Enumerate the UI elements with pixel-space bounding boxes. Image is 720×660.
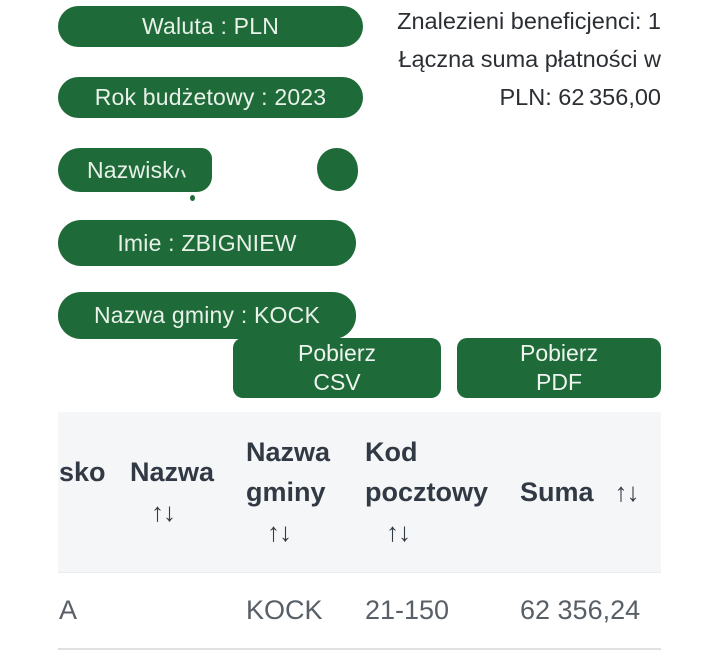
redaction-scribble bbox=[181, 169, 186, 178]
download-csv-button[interactable]: Pobierz CSV bbox=[233, 338, 441, 398]
filter-chip-nazwa-gminy[interactable]: Nazwa gminy : KOCK bbox=[58, 292, 356, 339]
column-header-nazwa-gminy[interactable]: Nazwa gminy ↑↓ bbox=[246, 412, 364, 572]
cell-suma: 62 356,24 bbox=[520, 595, 641, 625]
sort-icon: ↑↓ bbox=[151, 497, 176, 527]
column-header-nazwisko-truncated[interactable]: sko ↑↓ bbox=[58, 412, 128, 572]
download-pdf-button[interactable]: Pobierz PDF bbox=[457, 338, 661, 398]
cell-kod-pocztowy: 21-150 bbox=[365, 595, 450, 625]
filter-chip-rok-label: Rok budżetowy : 2023 bbox=[94, 84, 327, 110]
summary-beneficiaries-count: Znalezieni beneficjenci: 1 bbox=[397, 8, 661, 34]
redaction-blob bbox=[317, 148, 358, 191]
filter-chip-waluta-label: Waluta : PLN bbox=[141, 13, 280, 39]
filter-chip-waluta[interactable]: Waluta : PLN bbox=[58, 6, 363, 47]
column-header-nazwisko-label: sko bbox=[59, 457, 106, 487]
redaction-dot bbox=[190, 195, 195, 201]
column-header-gminy-label-line1: Nazwa bbox=[246, 437, 331, 467]
sort-icon: ↑↓ bbox=[267, 517, 292, 547]
column-header-suma[interactable]: Suma ↑↓ bbox=[488, 412, 661, 572]
download-csv-line2: CSV bbox=[313, 369, 361, 395]
column-header-nazwa-label: Nazwa bbox=[130, 457, 215, 487]
redaction-scribble bbox=[174, 167, 180, 178]
filter-chip-imie-label: Imie : ZBIGNIEW bbox=[117, 229, 297, 256]
download-pdf-line1: Pobierz bbox=[520, 340, 598, 366]
sort-icon: ↑↓ bbox=[386, 517, 411, 547]
filter-chip-nazwisko-label: Nazwisk bbox=[86, 156, 175, 183]
column-header-kod-pocztowy[interactable]: Kod pocztowy ↑↓ bbox=[364, 412, 488, 572]
filter-chip-imie[interactable]: Imie : ZBIGNIEW bbox=[58, 220, 356, 266]
column-header-gminy-label-line2: gminy bbox=[246, 477, 326, 507]
filter-chip-nazwisko-redacted[interactable]: Nazwisk bbox=[58, 148, 212, 192]
results-summary: Znalezieni beneficjenci: 1 Łączna suma p… bbox=[331, 2, 661, 116]
filter-chip-gmina-label: Nazwa gminy : KOCK bbox=[94, 302, 320, 328]
cell-nazwa-gminy: KOCK bbox=[246, 595, 323, 625]
filter-chip-rok-budzetowy[interactable]: Rok budżetowy : 2023 bbox=[58, 77, 363, 118]
column-header-suma-label: Suma bbox=[520, 477, 594, 507]
column-header-nazwa[interactable]: Nazwa ↑↓ bbox=[128, 412, 246, 572]
table-row: A KOCK 21-150 62 356,24 bbox=[58, 573, 661, 650]
download-csv-line1: Pobierz bbox=[298, 340, 376, 366]
column-header-kod-label-line2: pocztowy bbox=[365, 477, 489, 507]
sort-icon: ↑↓ bbox=[614, 477, 640, 507]
column-header-kod-label-line1: Kod bbox=[365, 437, 418, 467]
download-pdf-line2: PDF bbox=[536, 369, 582, 395]
cell-nazwisko-truncated: A bbox=[59, 595, 78, 625]
summary-total-amount: PLN: 62 356,00 bbox=[499, 84, 662, 110]
results-table: sko ↑↓ Nazwa ↑↓ Nazwa gminy ↑↓ Kod poczt… bbox=[58, 412, 661, 650]
results-table-header: sko ↑↓ Nazwa ↑↓ Nazwa gminy ↑↓ Kod poczt… bbox=[58, 412, 661, 573]
summary-total-label: Łączna suma płatności w bbox=[398, 46, 661, 72]
